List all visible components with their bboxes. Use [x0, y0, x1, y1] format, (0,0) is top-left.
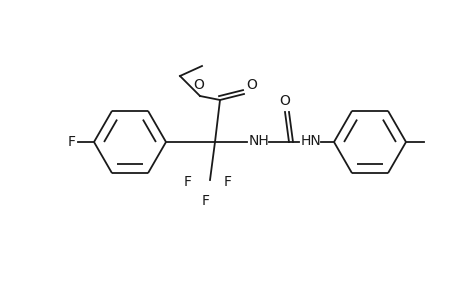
- Text: F: F: [202, 194, 210, 208]
- Text: O: O: [246, 78, 256, 92]
- Text: F: F: [184, 175, 191, 189]
- Text: F: F: [224, 175, 231, 189]
- Text: F: F: [68, 135, 76, 149]
- Text: NH: NH: [248, 134, 269, 148]
- Text: O: O: [279, 94, 290, 108]
- Text: HN: HN: [300, 134, 321, 148]
- Text: O: O: [193, 78, 204, 92]
